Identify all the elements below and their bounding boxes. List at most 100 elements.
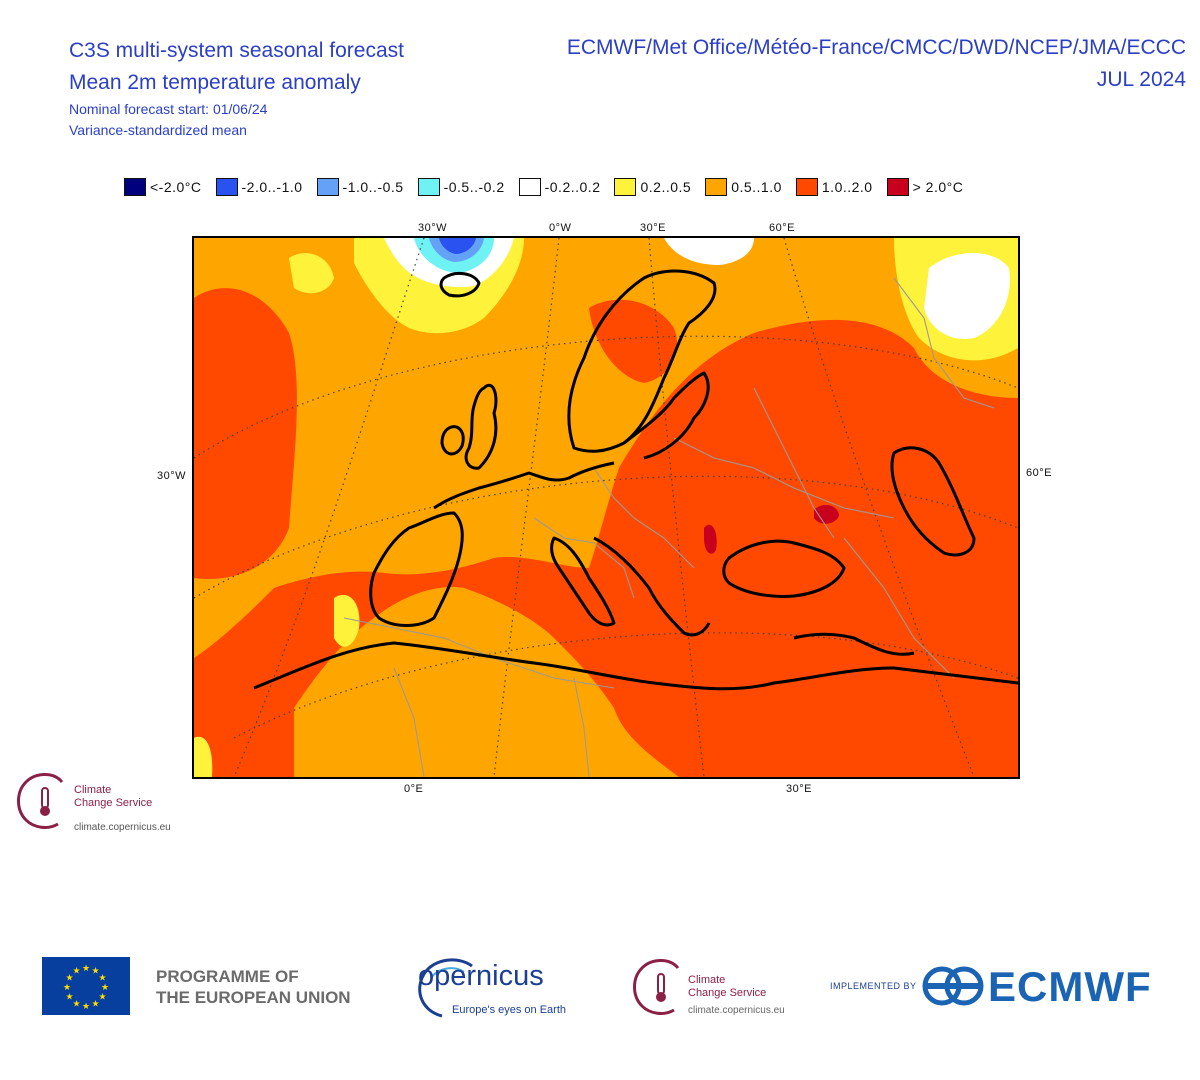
forecast-start-label: Nominal forecast start: 01/06/24 xyxy=(69,101,268,117)
lon-label-bottom-2: 30°E xyxy=(786,783,812,795)
border-line-3 xyxy=(673,437,895,519)
eu-stars-icon: ★★★★★★★★★ ★ ★★ xyxy=(63,963,109,1011)
legend-item: -0.2..0.2 xyxy=(518,178,601,196)
coast-iceland xyxy=(439,271,481,298)
eu-star: ★ xyxy=(91,966,99,976)
c3s-large-line1: Climate xyxy=(688,974,726,986)
anomaly-region-east-europe xyxy=(194,319,1018,777)
copernicus-c-icon xyxy=(418,958,473,1018)
border-line-2 xyxy=(593,467,695,569)
lon-label-top-4: 60°E xyxy=(769,222,795,234)
anomaly-map xyxy=(192,236,1020,779)
border-line-6 xyxy=(393,667,425,777)
legend-swatch xyxy=(124,178,146,196)
border-line-7 xyxy=(573,677,590,777)
ecmwf-waves-icon xyxy=(922,966,984,1006)
coast-balkans xyxy=(593,536,711,637)
graticule-lat-1 xyxy=(194,335,1018,459)
main-title: C3S multi-system seasonal forecast xyxy=(69,39,404,62)
anomaly-region-west-atlantic xyxy=(194,288,297,579)
neutral-region-east-siberia xyxy=(924,253,1010,339)
legend-label: -1.0..-0.5 xyxy=(342,179,404,195)
graticule xyxy=(194,238,1018,777)
border-line-8 xyxy=(843,537,955,679)
legend-label: -0.5..-0.2 xyxy=(443,179,505,195)
legend-label: 1.0..2.0 xyxy=(821,179,873,195)
border-line-5 xyxy=(343,617,615,689)
coast-north-africa xyxy=(253,641,1018,691)
anomaly-region-scandinavia-north xyxy=(589,299,678,383)
mild-region-iberia-west xyxy=(334,594,360,647)
legend-swatch xyxy=(316,178,339,196)
legend-item: <-2.0°C xyxy=(124,178,202,196)
legend-swatch xyxy=(795,178,818,196)
eu-star: ★ xyxy=(63,982,71,992)
legend-item: > 2.0°C xyxy=(886,178,964,196)
cold-region-greenland-core xyxy=(439,238,476,254)
main-subtitle: Mean 2m temperature anomaly xyxy=(69,71,361,94)
hot-spot-ukraine xyxy=(704,524,717,554)
eu-text-line1: PROGRAMME OF xyxy=(156,967,299,986)
eu-programme-text: PROGRAMME OF THE EUROPEAN UNION xyxy=(156,966,351,1008)
border-line-9 xyxy=(893,277,995,409)
coast-mediterranean-east xyxy=(793,632,915,656)
eu-flag: ★ ★ ★ ★ ★ ★ ★ ★ ★ ★ ★ ★ xyxy=(42,957,130,1015)
eu-star: ★ xyxy=(72,999,80,1009)
c3s-large-url: climate.copernicus.eu xyxy=(688,1005,785,1016)
border-line-4 xyxy=(753,387,835,539)
coastlines xyxy=(253,269,1018,691)
legend-swatch xyxy=(518,178,541,196)
coast-british-isles xyxy=(464,384,498,470)
legend-item: -1.0..-0.5 xyxy=(316,178,404,196)
country-borders xyxy=(343,277,995,777)
lon-label-top-2: 0°W xyxy=(549,222,572,234)
c3s-logo-large-icon xyxy=(633,959,680,1015)
c3s-small-url: climate.copernicus.eu xyxy=(74,822,171,833)
legend-label: <-2.0°C xyxy=(150,179,202,195)
c3s-large-text: Climate Change Service xyxy=(688,974,766,1000)
eu-star: ★ xyxy=(98,973,106,983)
legend-swatch xyxy=(886,178,909,196)
eu-star: ★ xyxy=(98,992,106,1002)
legend-swatch xyxy=(705,178,728,196)
ecmwf-wordmark: ECMWF xyxy=(988,963,1152,1010)
mild-region-africa-sw xyxy=(194,736,213,777)
legend-label: -2.0..-1.0 xyxy=(241,179,303,195)
coast-caspian xyxy=(890,446,976,557)
legend-swatch xyxy=(215,178,238,196)
legend-label: -0.2..0.2 xyxy=(544,179,601,195)
eu-star: ★ xyxy=(72,966,80,976)
implemented-by-label: IMPLEMENTED BY xyxy=(830,981,917,991)
eu-star: ★ xyxy=(91,999,99,1009)
legend-item: -2.0..-1.0 xyxy=(215,178,303,196)
hot-spot-russia xyxy=(814,504,839,524)
border-line-1 xyxy=(533,517,635,599)
eu-star: ★ xyxy=(65,992,73,1002)
coast-italy xyxy=(550,536,616,627)
legend-item: 0.5..1.0 xyxy=(705,178,782,196)
systems-list: ECMWF/Met Office/Météo-France/CMCC/DWD/N… xyxy=(566,36,1186,59)
c3s-small-line1: Climate xyxy=(74,784,112,796)
lon-label-top-3: 30°E xyxy=(640,222,666,234)
copernicus-tagline: Europe's eyes on Earth xyxy=(452,1004,567,1016)
coast-western-europe xyxy=(433,461,615,510)
coast-black-sea xyxy=(722,539,846,598)
graticule-lat-3 xyxy=(233,632,1018,739)
c3s-logo-small[interactable]: Climate Change Service climate.copernicu… xyxy=(14,770,184,834)
legend-item: -0.5..-0.2 xyxy=(417,178,505,196)
legend-item: 0.2..0.5 xyxy=(614,178,691,196)
color-legend: <-2.0°C -2.0..-1.0 -1.0..-0.5 -0.5..-0.2 -0.… xyxy=(124,175,977,199)
forecast-month: JUL 2024 xyxy=(1096,68,1186,91)
legend-label: 0.2..0.5 xyxy=(640,179,692,195)
lon-label-bottom-1: 0°E xyxy=(404,783,424,795)
coast-baltic xyxy=(623,371,710,460)
legend-swatch xyxy=(417,178,440,196)
eu-star: ★ xyxy=(82,963,90,973)
neutral-region-barents xyxy=(664,238,754,265)
lat-label-left: 30°W xyxy=(157,470,187,482)
graticule-lat-2 xyxy=(194,475,1018,599)
eu-text-line2: THE EUROPEAN UNION xyxy=(156,988,351,1007)
method-label: Variance-standardized mean xyxy=(69,122,247,138)
eu-star: ★ xyxy=(82,1001,90,1011)
coast-iberia xyxy=(369,511,464,627)
